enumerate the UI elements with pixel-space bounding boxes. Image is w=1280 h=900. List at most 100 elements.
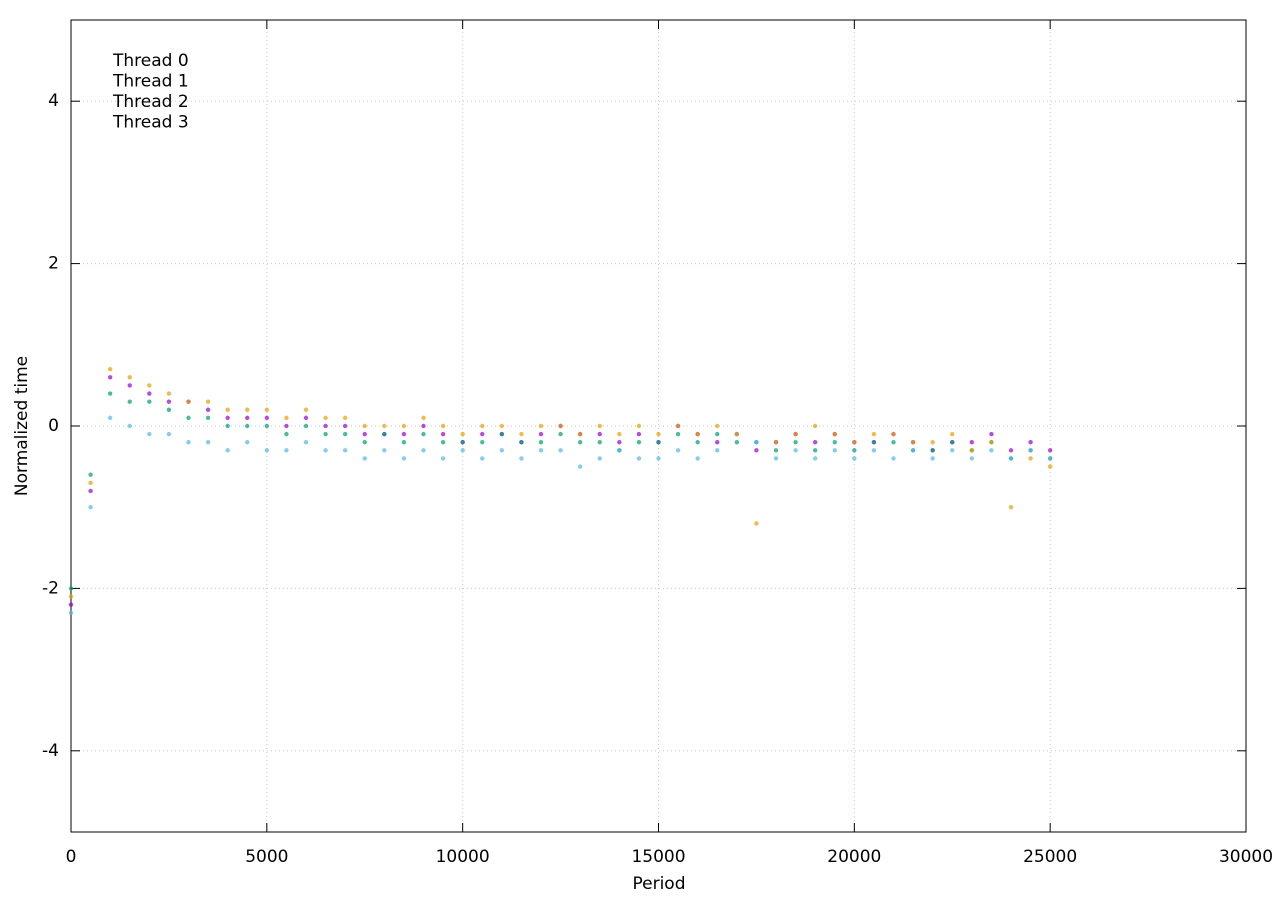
x-tick-label: 20000 xyxy=(827,847,881,867)
data-point xyxy=(1047,464,1053,469)
x-tick-label: 5000 xyxy=(245,847,288,867)
data-point xyxy=(617,440,622,445)
data-point xyxy=(284,448,289,453)
data-point xyxy=(852,440,857,445)
data-point xyxy=(284,415,289,421)
data-point xyxy=(734,431,740,437)
data-point xyxy=(715,431,720,437)
x-tick-label: 25000 xyxy=(1023,847,1077,867)
data-point xyxy=(88,480,93,486)
data-point xyxy=(597,423,602,429)
data-point xyxy=(127,375,132,380)
data-point xyxy=(225,407,230,412)
data-point xyxy=(950,431,955,437)
data-point xyxy=(323,431,328,437)
data-point xyxy=(205,407,211,412)
data-point xyxy=(754,440,759,445)
x-tick-label: 30000 xyxy=(1219,847,1273,867)
data-point xyxy=(558,423,563,429)
data-point xyxy=(793,431,798,437)
y-axis-label: Normalized time xyxy=(12,356,32,496)
data-point xyxy=(1028,456,1033,461)
data-point xyxy=(382,423,387,429)
data-point xyxy=(597,456,602,461)
data-point xyxy=(636,431,642,437)
data-point xyxy=(127,423,132,429)
data-point xyxy=(264,407,270,412)
data-point xyxy=(166,399,172,404)
data-point xyxy=(519,431,524,437)
data-point xyxy=(1047,456,1053,461)
data-point xyxy=(480,431,485,437)
data-point xyxy=(910,448,916,453)
data-point xyxy=(284,423,289,429)
data-point xyxy=(362,431,367,437)
data-point xyxy=(68,610,74,615)
data-point xyxy=(773,440,779,445)
y-tick-label: 4 xyxy=(48,91,59,111)
data-point xyxy=(68,594,74,599)
data-point xyxy=(284,431,289,437)
data-point xyxy=(88,472,93,477)
data-point xyxy=(382,448,387,453)
data-point xyxy=(342,415,348,421)
legend-label: Thread 2 xyxy=(112,92,189,112)
data-point xyxy=(303,440,309,445)
data-point xyxy=(421,431,426,437)
y-tick-label: -4 xyxy=(42,741,59,761)
data-point xyxy=(1047,448,1053,453)
data-point xyxy=(245,440,250,445)
y-tick-label: 2 xyxy=(48,254,59,274)
data-point xyxy=(480,456,485,461)
data-point xyxy=(656,440,661,445)
data-point xyxy=(264,423,270,429)
data-point xyxy=(225,415,230,421)
data-point xyxy=(166,391,172,396)
data-point xyxy=(421,415,426,421)
x-tick-label: 10000 xyxy=(436,847,490,867)
data-point xyxy=(656,431,661,437)
data-point xyxy=(107,415,113,421)
data-point xyxy=(715,440,720,445)
data-point xyxy=(558,448,563,453)
data-point xyxy=(754,521,759,526)
data-point xyxy=(675,448,681,453)
data-point xyxy=(930,440,935,445)
data-point xyxy=(499,423,505,429)
data-point xyxy=(812,448,818,453)
data-point xyxy=(675,431,681,437)
data-point xyxy=(460,440,465,445)
data-point xyxy=(245,423,250,429)
data-point xyxy=(715,423,720,429)
data-point xyxy=(617,448,622,453)
data-point xyxy=(812,440,818,445)
data-point xyxy=(460,431,465,437)
data-point xyxy=(480,440,485,445)
data-point xyxy=(793,440,798,445)
data-point xyxy=(107,366,113,372)
data-point xyxy=(538,431,544,437)
data-point xyxy=(695,456,700,461)
data-point xyxy=(617,431,622,437)
data-point xyxy=(577,440,583,445)
data-point xyxy=(205,440,211,445)
data-point xyxy=(401,423,407,429)
data-point xyxy=(147,399,152,404)
data-point xyxy=(460,448,465,453)
data-point xyxy=(401,431,407,437)
data-point xyxy=(225,423,230,429)
data-point xyxy=(323,448,328,453)
data-point xyxy=(538,448,544,453)
data-point xyxy=(440,456,446,461)
data-point xyxy=(107,391,113,396)
data-point xyxy=(989,431,994,437)
data-point xyxy=(440,440,446,445)
data-point xyxy=(852,456,857,461)
data-point xyxy=(303,407,309,412)
data-point xyxy=(695,431,700,437)
data-point xyxy=(773,448,779,453)
data-point xyxy=(930,448,935,453)
data-point xyxy=(832,440,837,445)
legend-label: Thread 0 xyxy=(112,51,189,71)
